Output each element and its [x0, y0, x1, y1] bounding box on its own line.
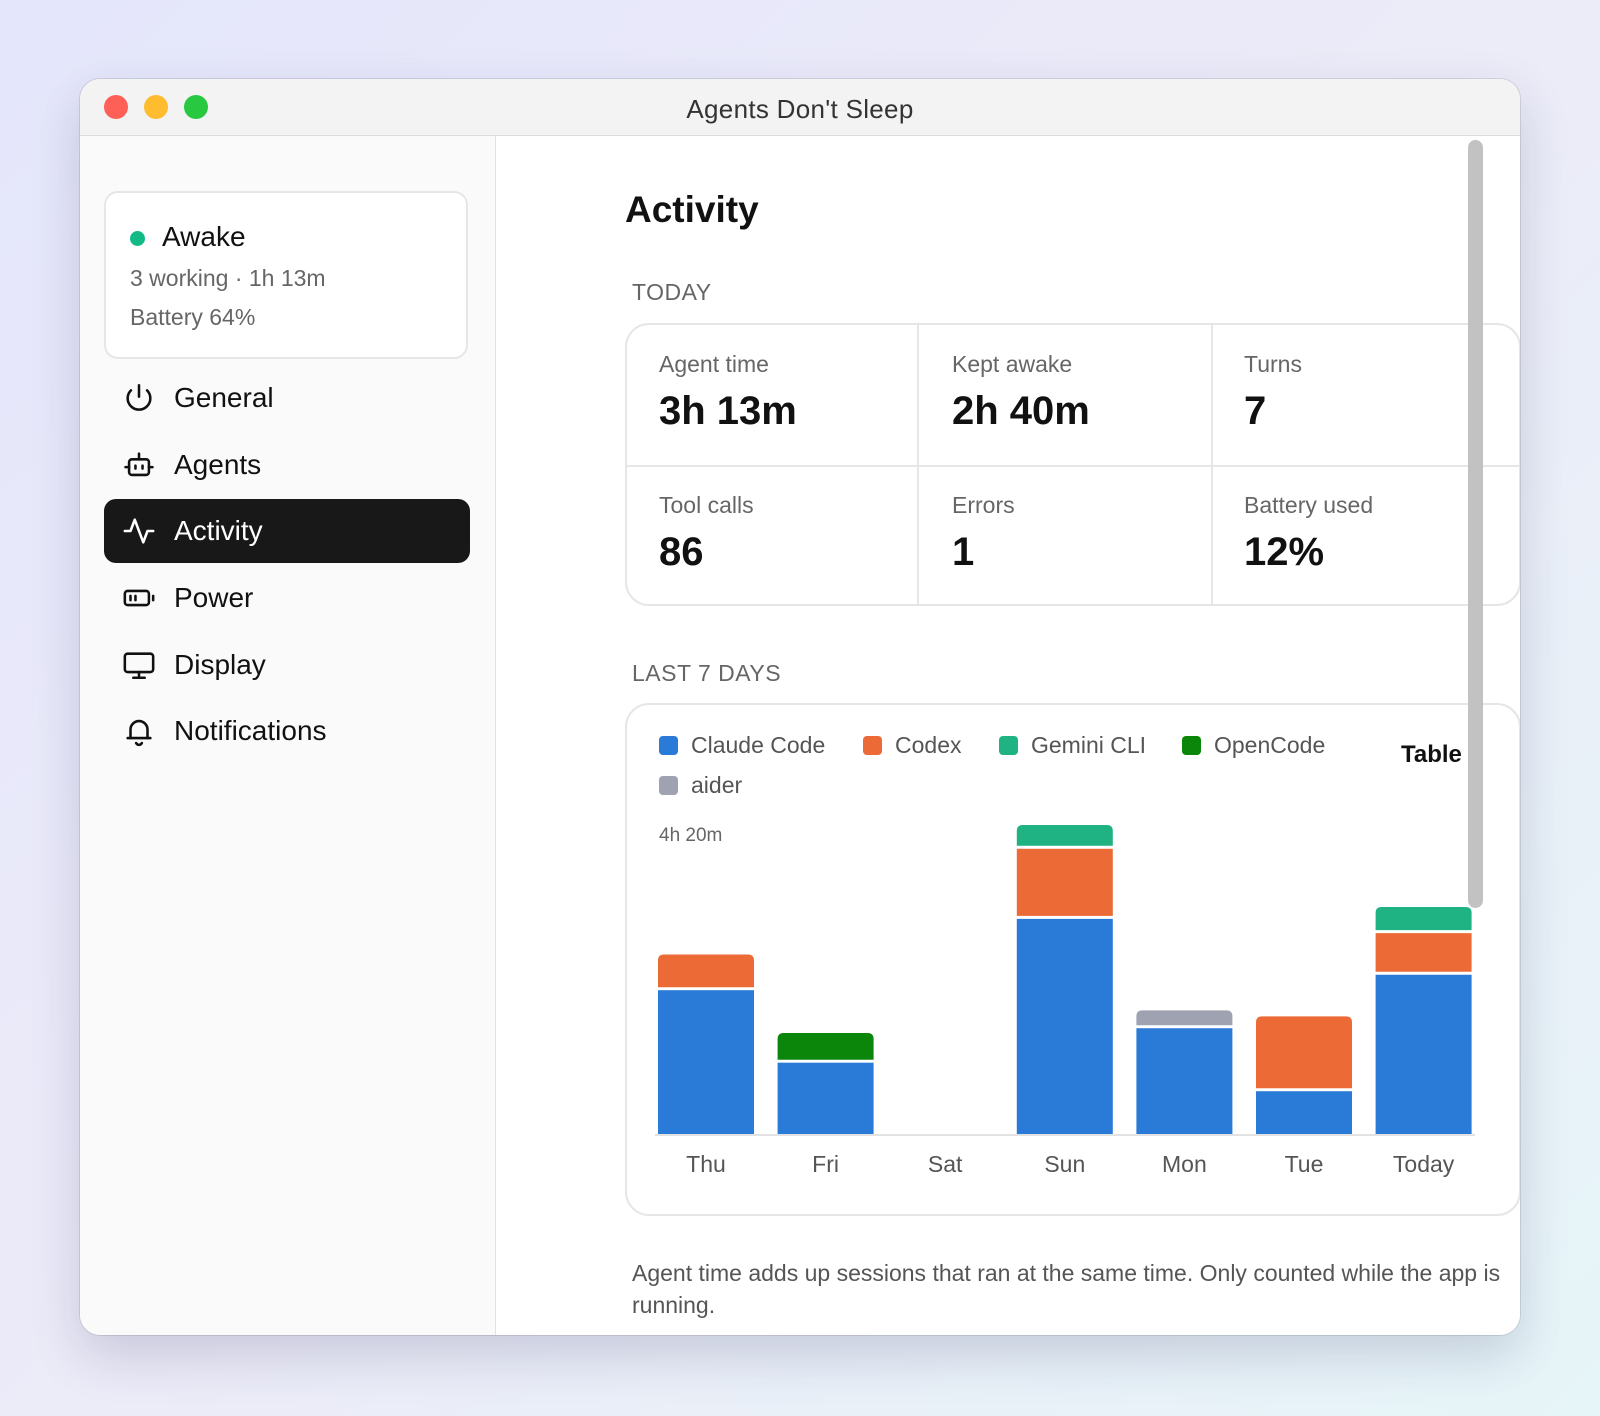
- today-stats-card: Agent time 3h 13m Kept awake 2h 40m Turn…: [625, 323, 1520, 606]
- activity-chart-card: Claude Code Codex Gemini CLI OpenCode ai…: [625, 703, 1520, 1216]
- activity-icon: [122, 514, 156, 548]
- sidebar-item-label: General: [174, 382, 274, 413]
- sidebar-item-label: Notifications: [174, 715, 327, 746]
- sidebar-item-general[interactable]: General: [104, 366, 470, 430]
- legend-gemini-cli: Gemini CLI: [999, 732, 1146, 759]
- bar-today-claude-code: [1375, 974, 1472, 1134]
- last7-section-label: LAST 7 DAYS: [632, 660, 782, 686]
- x-tick-label-fri: Fri: [812, 1151, 839, 1177]
- sidebar-item-power[interactable]: Power: [104, 566, 470, 630]
- bar-thu-claude-code: [658, 990, 754, 1134]
- status-title: Awake: [162, 221, 246, 252]
- bar-thu-codex: [658, 954, 754, 988]
- status-dot-icon: [130, 231, 145, 246]
- sidebar-item-label: Agents: [174, 449, 262, 480]
- sidebar-item-display[interactable]: Display: [104, 633, 470, 697]
- legend-swatch: [999, 736, 1018, 755]
- sidebar-item-label: Power: [174, 582, 254, 613]
- scrollbar-thumb[interactable]: [1468, 140, 1483, 908]
- today-section-label: TODAY: [632, 279, 712, 305]
- bar-fri-claude-code: [777, 1062, 874, 1134]
- close-window-button[interactable]: [104, 95, 128, 119]
- bar-mon-claude-code: [1136, 1028, 1233, 1134]
- stacked-bar-chart: Thu Fri Sat Sun Mon Tue Today: [655, 825, 1475, 1177]
- status-working: 3 working · 1h 13m: [130, 265, 326, 291]
- bar-sun-codex: [1016, 848, 1113, 916]
- monitor-icon: [122, 648, 156, 682]
- sidebar-item-activity[interactable]: Activity: [104, 499, 470, 563]
- x-tick-label-sat: Sat: [928, 1151, 963, 1177]
- bar-mon-aider: [1136, 1010, 1233, 1026]
- robot-icon: [122, 448, 156, 482]
- bar-fri-opencode: [777, 1032, 874, 1060]
- sidebar-item-label: Display: [174, 649, 266, 680]
- bar-sun-gemini-cli: [1016, 825, 1113, 846]
- x-tick-label-sun: Sun: [1044, 1151, 1085, 1177]
- bar-today-gemini-cli: [1375, 907, 1472, 931]
- bar-today-codex: [1375, 933, 1472, 972]
- status-card: Awake 3 working · 1h 13m Battery 64%: [104, 191, 468, 359]
- legend-aider: aider: [659, 772, 742, 799]
- status-battery: Battery 64%: [130, 304, 256, 330]
- sidebar-item-notifications[interactable]: Notifications: [104, 699, 470, 763]
- stat-tool-calls: Tool calls 86: [659, 492, 754, 574]
- stat-kept-awake: Kept awake 2h 40m: [952, 351, 1090, 433]
- table-view-button[interactable]: Table: [1401, 741, 1462, 768]
- legend-swatch: [659, 736, 678, 755]
- sidebar: Awake 3 working · 1h 13m Battery 64% Gen…: [80, 136, 496, 1335]
- legend-swatch: [863, 736, 882, 755]
- page-title: Activity: [625, 189, 759, 230]
- sidebar-item-label: Activity: [174, 515, 263, 546]
- x-tick-label-today: Today: [1393, 1151, 1455, 1177]
- sidebar-item-agents[interactable]: Agents: [104, 433, 470, 497]
- footnote: Agent time adds up sessions that ran at …: [632, 1260, 1501, 1318]
- legend-claude-code: Claude Code: [659, 732, 825, 759]
- minimize-window-button[interactable]: [144, 95, 168, 119]
- x-tick-label-thu: Thu: [686, 1151, 726, 1177]
- main-content: Activity TODAY Agent time 3h 13m Kept aw…: [496, 136, 1520, 1335]
- stat-errors: Errors 1: [952, 492, 1015, 574]
- bar-tue-claude-code: [1256, 1091, 1352, 1134]
- bar-sun-claude-code: [1016, 918, 1113, 1134]
- x-tick-label-mon: Mon: [1162, 1151, 1207, 1177]
- legend-swatch: [1182, 736, 1201, 755]
- stat-agent-time: Agent time 3h 13m: [659, 351, 797, 433]
- app-window: Agents Don't Sleep Awake 3 working · 1h …: [80, 79, 1520, 1335]
- title-bar: Agents Don't Sleep: [80, 79, 1520, 136]
- x-tick-label-tue: Tue: [1285, 1151, 1324, 1177]
- zoom-window-button[interactable]: [184, 95, 208, 119]
- legend-codex: Codex: [863, 732, 961, 759]
- power-icon: [122, 381, 156, 415]
- stat-turns: Turns 7: [1244, 351, 1302, 433]
- window-title: Agents Don't Sleep: [686, 94, 914, 124]
- legend-swatch: [659, 776, 678, 795]
- stat-battery-used: Battery used 12%: [1244, 492, 1374, 574]
- bell-icon: [122, 714, 156, 748]
- bar-tue-codex: [1256, 1016, 1352, 1089]
- y-axis-max-label: 4h 20m: [659, 825, 723, 846]
- legend-opencode: OpenCode: [1182, 732, 1325, 759]
- battery-icon: [122, 581, 156, 615]
